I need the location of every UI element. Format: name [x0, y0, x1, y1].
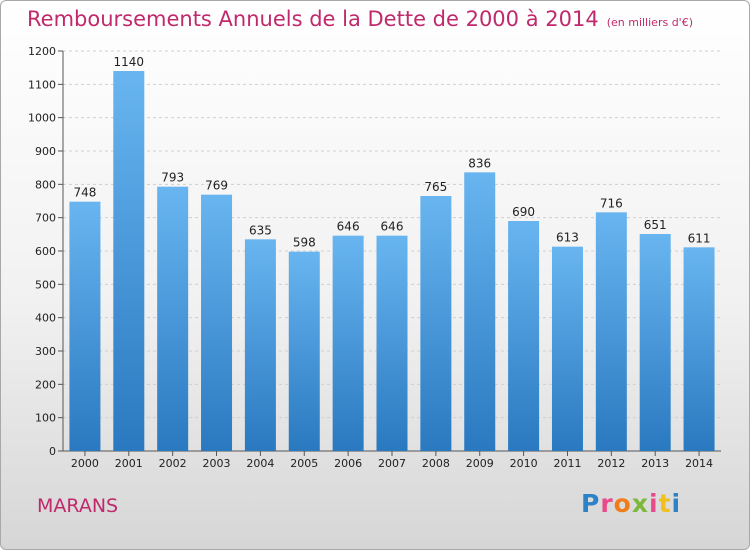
y-tick-label: 800: [35, 178, 56, 191]
bar-2000[interactable]: [69, 201, 101, 451]
logo-letter: t: [658, 489, 672, 518]
data-label: 1140: [114, 55, 145, 69]
bar-2014[interactable]: [683, 247, 715, 451]
logo-letter: i: [671, 489, 682, 518]
y-tick-label: 300: [35, 345, 56, 358]
label-layer: 748 1140 793 769 635 598 646 646 765 836 690 613 716…: [73, 55, 710, 250]
y-tick-label: 1100: [28, 78, 56, 91]
bar-layer: [69, 71, 715, 452]
x-tick-label: 2011: [553, 457, 581, 470]
city-name: MARANS: [37, 495, 119, 517]
data-label: 635: [249, 223, 272, 237]
data-label: 690: [512, 205, 535, 219]
logo-letter: r: [600, 489, 614, 518]
bar-2001[interactable]: [113, 71, 145, 451]
y-tick-label: 0: [49, 445, 56, 458]
x-tick-label: 2012: [597, 457, 625, 470]
x-tick-label: 2007: [378, 457, 406, 470]
x-tick-label: 2005: [290, 457, 318, 470]
data-label: 769: [205, 179, 228, 193]
x-tick-label: 2002: [159, 457, 187, 470]
logo-letter: P: [581, 489, 601, 518]
data-label: 716: [600, 196, 623, 210]
x-tick-label: 2003: [203, 457, 231, 470]
bar-2004[interactable]: [244, 239, 276, 451]
data-label: 748: [73, 186, 96, 200]
data-label: 765: [424, 180, 447, 194]
x-tick-label: 2008: [422, 457, 450, 470]
bar-2010[interactable]: [508, 221, 540, 451]
bar-2013[interactable]: [639, 234, 671, 451]
y-tick-label: 700: [35, 212, 56, 225]
x-tick-label: 2000: [71, 457, 99, 470]
logo-letter: x: [631, 489, 649, 518]
proxiti-logo[interactable]: Proxiti: [581, 489, 681, 518]
logo-letter: i: [649, 489, 659, 518]
x-tick-label: 2006: [334, 457, 362, 470]
chart-title: Remboursements Annuels de la Dette de 20…: [27, 7, 693, 31]
data-label: 836: [468, 156, 491, 170]
x-tick-label: 2001: [115, 457, 143, 470]
y-tick-label: 900: [35, 145, 56, 158]
bar-2009[interactable]: [464, 172, 496, 452]
data-label: 613: [556, 231, 579, 245]
bar-2008[interactable]: [420, 196, 452, 451]
bar-2002[interactable]: [157, 186, 189, 451]
bar-2011[interactable]: [551, 246, 583, 451]
data-label: 598: [293, 236, 316, 250]
data-label: 611: [688, 231, 711, 245]
bar-2003[interactable]: [201, 194, 233, 451]
data-label: 646: [337, 220, 360, 234]
y-tick-label: 100: [35, 412, 56, 425]
bar-2012[interactable]: [595, 212, 627, 451]
x-tick-label: 2013: [641, 457, 669, 470]
y-tick-label: 1000: [28, 112, 56, 125]
bar-2005[interactable]: [288, 251, 320, 451]
data-label: 646: [381, 220, 404, 234]
bar-2006[interactable]: [332, 235, 364, 451]
y-tick-label: 200: [35, 378, 56, 391]
bar-2007[interactable]: [376, 235, 408, 451]
data-label: 793: [161, 171, 184, 185]
chart-title-text: Remboursements Annuels de la Dette de 20…: [27, 7, 599, 31]
x-tick-label: 2010: [510, 457, 538, 470]
data-label: 651: [644, 218, 667, 232]
axis-layer: 0 100 200 300 400 500 600 700 800 900 1000 1100 1200…: [28, 45, 721, 470]
chart-unit: (en milliers d'€): [606, 16, 693, 29]
x-tick-label: 2004: [246, 457, 274, 470]
x-tick-label: 2009: [466, 457, 494, 470]
y-tick-label: 600: [35, 245, 56, 258]
y-tick-label: 1200: [28, 45, 56, 58]
y-tick-label: 400: [35, 312, 56, 325]
y-tick-label: 500: [35, 278, 56, 291]
logo-letter: o: [613, 489, 632, 518]
x-tick-label: 2014: [685, 457, 713, 470]
